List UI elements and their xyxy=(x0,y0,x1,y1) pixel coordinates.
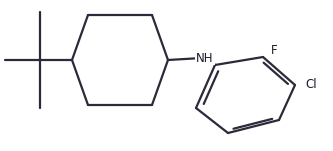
Text: NH: NH xyxy=(196,51,214,64)
Text: Cl: Cl xyxy=(306,79,317,92)
Text: F: F xyxy=(271,44,278,58)
